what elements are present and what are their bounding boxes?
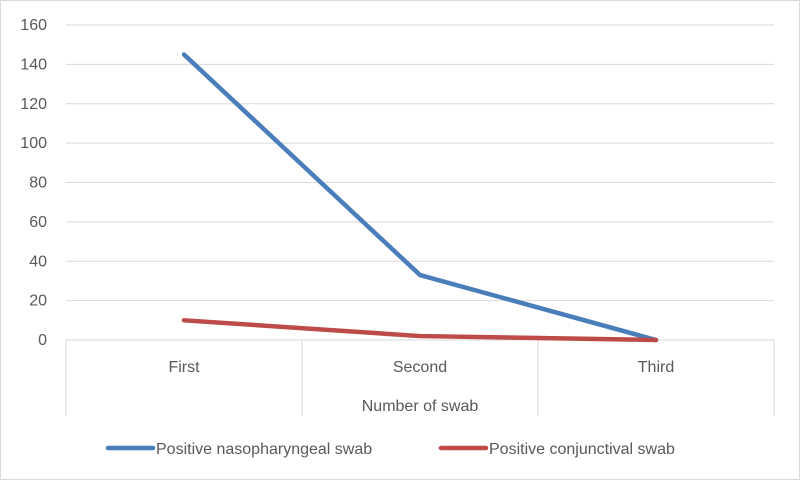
legend-label-1: Positive nasopharyngeal swab: [156, 441, 372, 458]
y-tick-label: 40: [29, 253, 47, 270]
y-tick-label: 80: [29, 175, 47, 192]
y-tick-label: 120: [20, 96, 47, 113]
y-tick-label: 100: [20, 135, 47, 152]
legend-label-2: Positive conjunctival swab: [489, 441, 675, 458]
x-tick-label: Second: [393, 359, 447, 376]
y-tick-label: 160: [20, 17, 47, 34]
y-tick-label: 140: [20, 56, 47, 73]
x-tick-label: First: [168, 359, 200, 376]
series-line-1: [184, 55, 656, 340]
series-line-2: [184, 320, 656, 340]
y-tick-label: 0: [38, 332, 47, 349]
y-tick-label: 20: [29, 293, 47, 310]
y-tick-label: 60: [29, 214, 47, 231]
x-axis-title: Number of swab: [362, 398, 479, 415]
x-tick-label: Third: [638, 359, 674, 376]
